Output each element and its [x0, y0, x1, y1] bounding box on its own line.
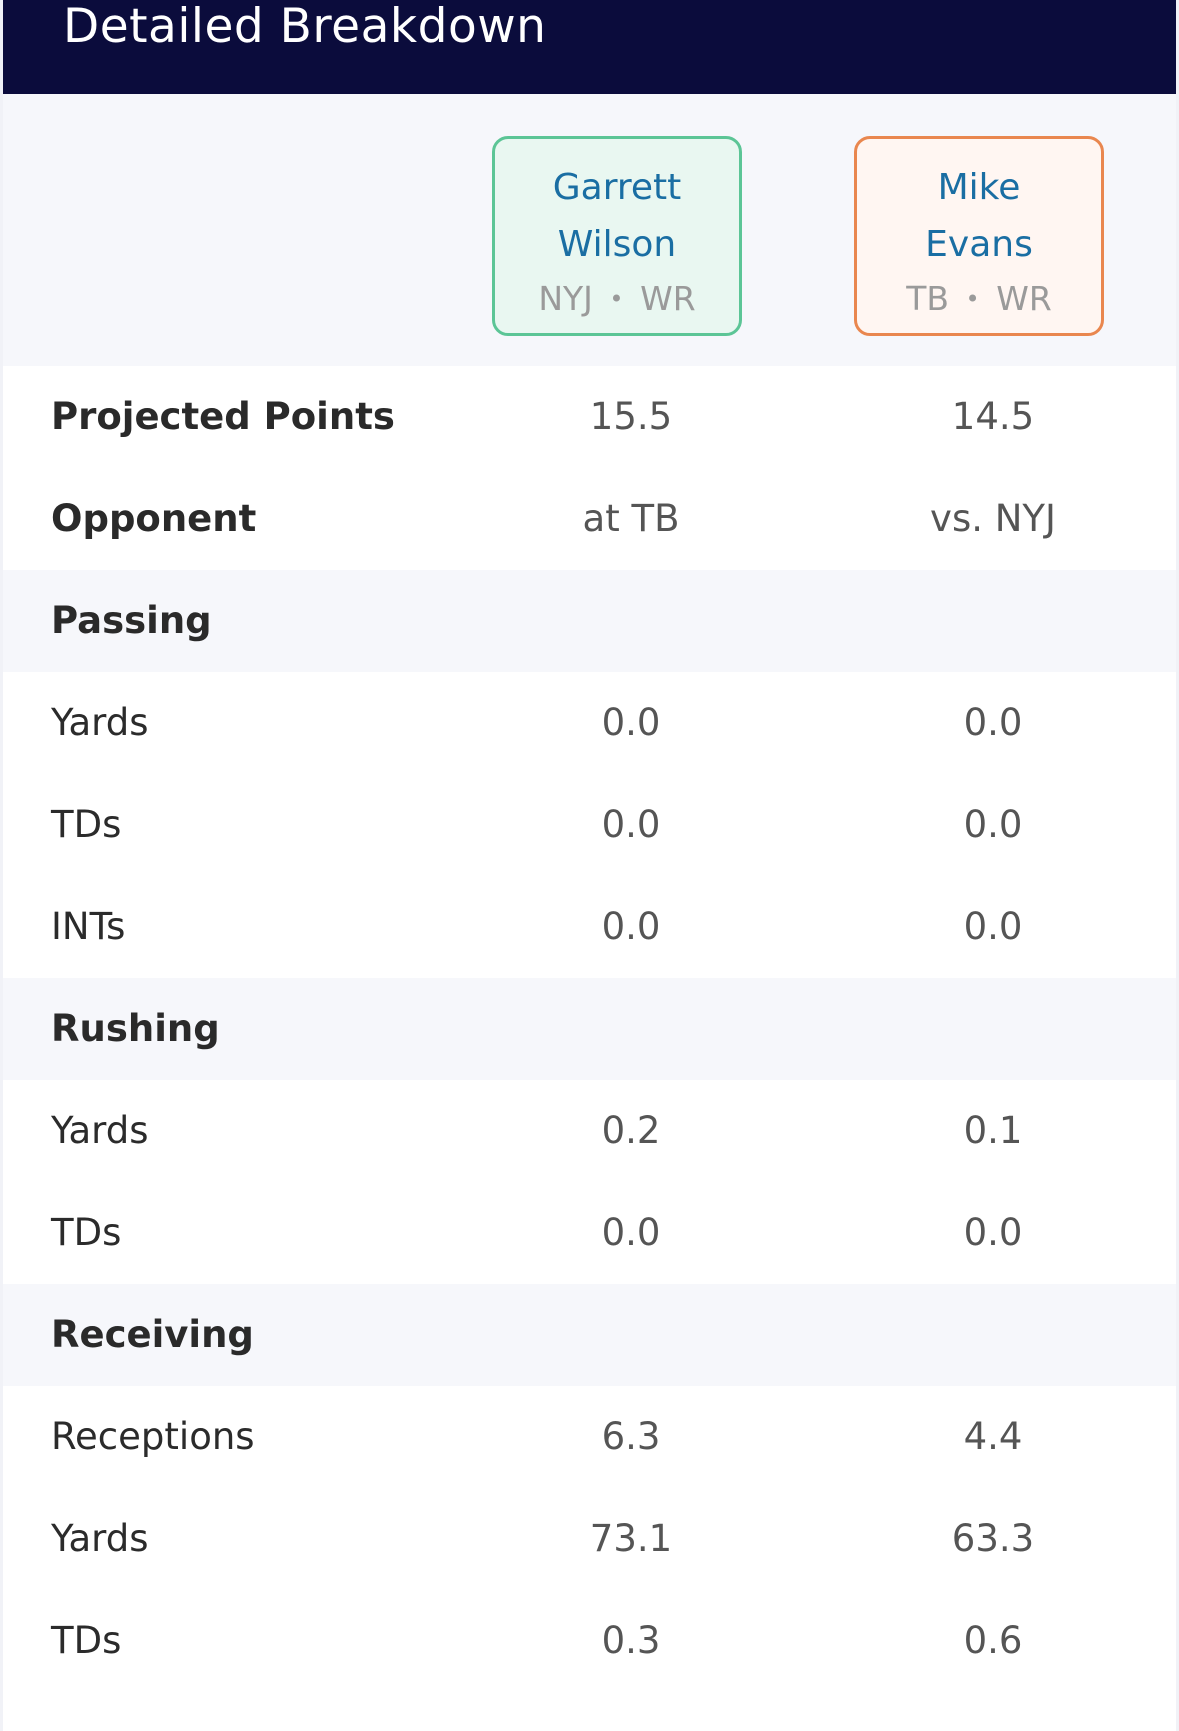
- player-last-name: Wilson: [557, 224, 677, 265]
- section-title: Rushing: [51, 1007, 220, 1050]
- row-receiving-tds: TDs 0.3 0.6: [3, 1590, 1176, 1692]
- row-label: TDs: [51, 1211, 122, 1254]
- player-card-mike-evans[interactable]: Mike Evans TB • WR: [854, 136, 1104, 336]
- row-receptions: Receptions 6.3 4.4: [3, 1386, 1176, 1488]
- row-label: TDs: [51, 803, 122, 846]
- row-passing-yards: Yards 0.0 0.0: [3, 672, 1176, 774]
- section-title: Receiving: [51, 1313, 254, 1356]
- separator-dot: •: [965, 285, 980, 313]
- player-name: Garrett Wilson: [495, 159, 739, 273]
- player-card-garrett-wilson[interactable]: Garrett Wilson NYJ • WR: [492, 136, 742, 336]
- row-passing-tds: TDs 0.0 0.0: [3, 774, 1176, 876]
- player-team: TB: [906, 279, 950, 318]
- player-team: NYJ: [538, 279, 593, 318]
- row-passing-ints: INTs 0.0 0.0: [3, 876, 1176, 978]
- value-player-2: 63.3: [951, 1517, 1035, 1560]
- separator-dot: •: [609, 285, 624, 313]
- value-player-2: 14.5: [951, 395, 1035, 438]
- value-player-2: 0.0: [963, 905, 1023, 948]
- value-player-1: 0.0: [601, 803, 661, 846]
- section-header-receiving: Receiving: [3, 1284, 1176, 1386]
- row-rushing-yards: Yards 0.2 0.1: [3, 1080, 1176, 1182]
- player-last-name: Evans: [925, 224, 1033, 265]
- player-position: WR: [996, 279, 1052, 318]
- player-first-name: Mike: [937, 167, 1021, 208]
- row-label: Receptions: [51, 1415, 255, 1458]
- value-player-1: 6.3: [601, 1415, 661, 1458]
- value-player-2: 0.6: [963, 1619, 1023, 1662]
- player-team-position: TB • WR: [857, 277, 1101, 321]
- panel-header: Detailed Breakdown: [3, 0, 1176, 94]
- row-label: Opponent: [51, 497, 257, 540]
- row-rushing-tds: TDs 0.0 0.0: [3, 1182, 1176, 1284]
- row-projected-points: Projected Points 15.5 14.5: [3, 366, 1176, 468]
- value-player-1: 0.3: [601, 1619, 661, 1662]
- value-player-2: 0.1: [963, 1109, 1023, 1152]
- row-label: Yards: [51, 1109, 149, 1152]
- player-cards: Garrett Wilson NYJ • WR Mike Evans TB • …: [3, 94, 1176, 366]
- panel-title: Detailed Breakdown: [63, 0, 547, 54]
- row-label: INTs: [51, 905, 126, 948]
- section-header-rushing: Rushing: [3, 978, 1176, 1080]
- player-first-name: Garrett: [552, 167, 682, 208]
- player-position: WR: [640, 279, 696, 318]
- player-name: Mike Evans: [857, 159, 1101, 273]
- row-label: Yards: [51, 1517, 149, 1560]
- row-label: Yards: [51, 701, 149, 744]
- value-player-2: vs. NYJ: [930, 497, 1056, 540]
- value-player-1: 0.0: [601, 1211, 661, 1254]
- breakdown-panel: Detailed Breakdown Garrett Wilson NYJ • …: [3, 0, 1176, 1731]
- value-player-2: 0.0: [963, 1211, 1023, 1254]
- row-opponent: Opponent at TB vs. NYJ: [3, 468, 1176, 570]
- section-title: Passing: [51, 599, 212, 642]
- value-player-1: 15.5: [589, 395, 673, 438]
- row-label: Projected Points: [51, 395, 395, 438]
- row-receiving-yards: Yards 73.1 63.3: [3, 1488, 1176, 1590]
- value-player-2: 0.0: [963, 701, 1023, 744]
- player-team-position: NYJ • WR: [495, 277, 739, 321]
- value-player-1: 73.1: [589, 1517, 673, 1560]
- value-player-2: 0.0: [963, 803, 1023, 846]
- value-player-1: 0.2: [601, 1109, 661, 1152]
- row-label: TDs: [51, 1619, 122, 1662]
- section-header-passing: Passing: [3, 570, 1176, 672]
- value-player-1: 0.0: [601, 701, 661, 744]
- value-player-2: 4.4: [963, 1415, 1023, 1458]
- value-player-1: at TB: [582, 497, 680, 540]
- value-player-1: 0.0: [601, 905, 661, 948]
